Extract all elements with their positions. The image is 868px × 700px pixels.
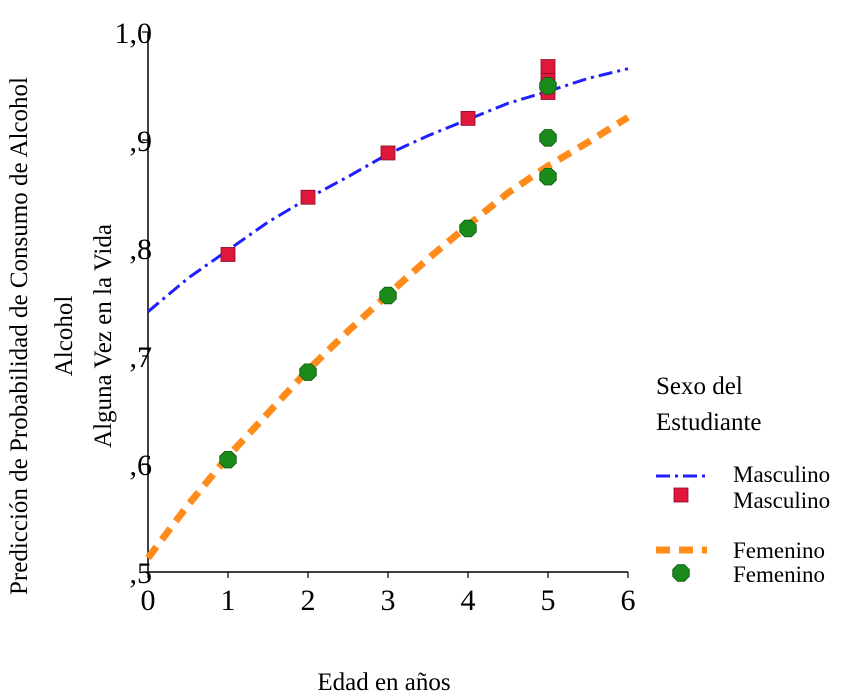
y-axis-label-line: Alcohol xyxy=(51,296,78,377)
x-tick-label: 4 xyxy=(461,584,476,617)
legend-swatch-marker xyxy=(672,564,690,582)
data-point-masculino xyxy=(540,59,556,74)
data-point-femenino xyxy=(539,167,557,186)
x-axis-label-group: Edad en años xyxy=(317,669,450,696)
x-axis-label: Edad en años xyxy=(317,669,450,696)
x-tick-label: 5 xyxy=(541,584,556,617)
legend-swatch-marker xyxy=(673,487,689,503)
data-point-femenino xyxy=(539,129,557,147)
y-tick-label: ,9 xyxy=(130,125,153,158)
data-point-femenino xyxy=(539,77,557,95)
data-point-femenino xyxy=(299,363,317,381)
x-tick-label: 0 xyxy=(141,584,156,617)
legend-title-line: Sexo del xyxy=(656,373,743,400)
y-axis-label-group: Predicción de Probabilidad de Consumo de… xyxy=(6,77,117,595)
legend-label: Masculino xyxy=(733,488,830,513)
series-group xyxy=(145,59,630,561)
data-point-masculino xyxy=(460,111,476,126)
tick-group: 0 1 2 3 4 5 6 ,5 ,6 ,7 ,8 ,9 1,0 xyxy=(115,17,636,617)
x-tick-label: 1 xyxy=(221,584,236,617)
x-tick-label: 2 xyxy=(301,584,316,617)
data-point-masculino xyxy=(300,189,316,205)
series-line-masculino xyxy=(147,67,629,313)
legend-label: Femenino xyxy=(733,562,825,587)
data-point-femenino xyxy=(459,219,477,238)
data-point-femenino xyxy=(379,286,397,305)
x-tick-label: 6 xyxy=(621,584,636,617)
y-tick-label: ,5 xyxy=(130,557,153,590)
data-point-masculino xyxy=(380,145,396,161)
y-tick-label: ,8 xyxy=(130,233,153,266)
data-point-femenino xyxy=(219,450,237,469)
y-tick-label: 1,0 xyxy=(115,17,153,50)
series-line-femenino xyxy=(145,114,630,561)
y-tick-label: ,7 xyxy=(130,341,153,374)
x-tick-label: 3 xyxy=(381,584,396,617)
legend-title-line: Estudiante xyxy=(656,409,762,436)
y-axis-label-line: Predicción de Probabilidad de Consumo de… xyxy=(6,77,33,595)
y-tick-label: ,6 xyxy=(130,449,153,482)
data-point-masculino xyxy=(220,247,236,262)
y-axis-label-line: Alguna Vez en la Vida xyxy=(90,224,117,448)
legend-label: Femenino xyxy=(733,538,825,563)
legend-label: Masculino xyxy=(733,462,830,487)
